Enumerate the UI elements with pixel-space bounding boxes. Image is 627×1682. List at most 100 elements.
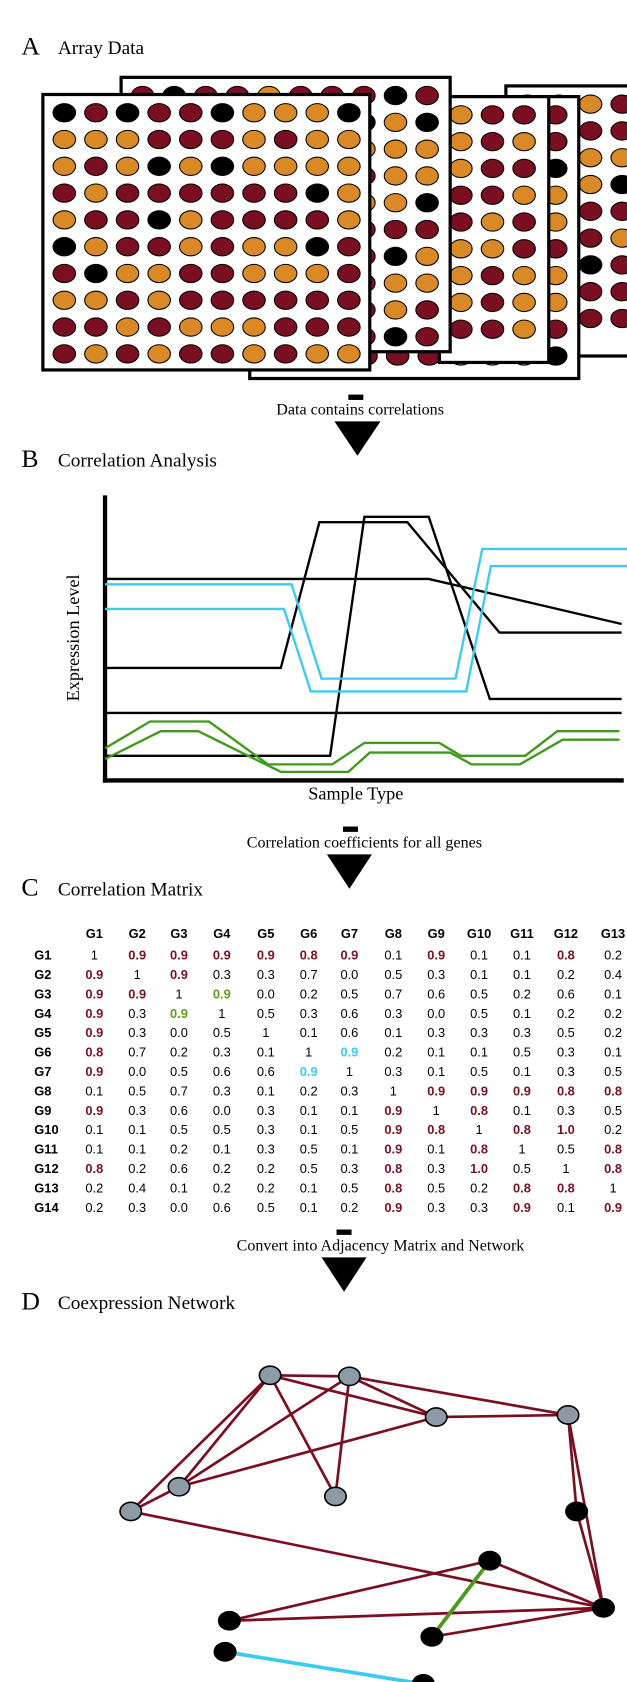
array-spot xyxy=(306,238,329,256)
row-header: G4 xyxy=(34,1006,52,1021)
matrix-cell: 0.8 xyxy=(85,1161,103,1176)
panel-letter: C xyxy=(21,873,38,902)
array-spot xyxy=(450,320,473,338)
matrix-cell: 0.9 xyxy=(384,1122,402,1137)
array-spot xyxy=(274,157,297,175)
network-node xyxy=(259,1366,280,1384)
matrix-cell: 0.5 xyxy=(384,967,402,982)
array-spot xyxy=(148,318,171,336)
coexpression-network xyxy=(120,1366,614,1682)
array-spot xyxy=(274,130,297,148)
column-header: G1 xyxy=(86,926,103,941)
matrix-cell: 0.5 xyxy=(513,1045,531,1060)
network-edge xyxy=(270,1375,335,1496)
array-spot xyxy=(611,202,627,220)
matrix-cell: 0.6 xyxy=(257,1064,275,1079)
matrix-cell: 0.1 xyxy=(340,1142,358,1157)
matrix-cell: 0.1 xyxy=(128,1142,146,1157)
matrix-cell: 0.9 xyxy=(128,986,146,1001)
array-spot xyxy=(513,240,536,258)
array-spot xyxy=(481,186,504,204)
array-spot xyxy=(611,149,627,167)
matrix-cell: 0.1 xyxy=(513,967,531,982)
matrix-cell: 0.1 xyxy=(604,1045,622,1060)
matrix-cell: 0.1 xyxy=(257,1045,275,1060)
row-header: G2 xyxy=(34,967,51,982)
matrix-cell: 0.1 xyxy=(257,1083,275,1098)
matrix-cell: 0.1 xyxy=(384,948,402,963)
matrix-cell: 0.4 xyxy=(604,967,622,982)
matrix-cell: 0.9 xyxy=(300,1064,318,1079)
matrix-cell: 1 xyxy=(562,1161,569,1176)
array-spot xyxy=(211,238,234,256)
column-header: G10 xyxy=(467,926,491,941)
matrix-cell: 0.8 xyxy=(604,1142,622,1157)
matrix-cell: 0.9 xyxy=(85,1006,103,1021)
array-spot xyxy=(450,240,473,258)
array-spot xyxy=(611,229,627,247)
array-spot xyxy=(243,291,266,309)
array-spot xyxy=(180,291,203,309)
arrow-head xyxy=(327,854,372,888)
matrix-cell: 0.6 xyxy=(340,1006,358,1021)
array-spot xyxy=(611,95,627,113)
matrix-cell: 0.2 xyxy=(470,1180,488,1195)
column-header: G6 xyxy=(300,926,317,941)
matrix-cell: 0.5 xyxy=(213,1122,231,1137)
array-spot xyxy=(481,133,504,151)
matrix-cell: 0.8 xyxy=(557,1083,575,1098)
matrix-cell: 0.5 xyxy=(170,1064,188,1079)
matrix-cell: 1 xyxy=(134,967,141,982)
array-spot xyxy=(579,229,602,247)
array-spot xyxy=(148,211,171,229)
array-spot xyxy=(306,345,329,363)
array-spot xyxy=(211,264,234,282)
matrix-cell: 0.5 xyxy=(604,1064,622,1079)
matrix-cell: 0.3 xyxy=(384,1064,402,1079)
matrix-cell: 1 xyxy=(433,1103,440,1118)
network-node xyxy=(339,1367,360,1385)
array-spot xyxy=(180,157,203,175)
array-spot xyxy=(243,184,266,202)
network-edge xyxy=(179,1376,349,1486)
matrix-cell: 0.8 xyxy=(604,1161,622,1176)
matrix-cell: 0.9 xyxy=(213,948,231,963)
array-spot xyxy=(53,130,76,148)
array-spot xyxy=(513,159,536,177)
array-spot xyxy=(53,104,76,122)
array-spot xyxy=(306,184,329,202)
matrix-cell: 0.5 xyxy=(340,1122,358,1137)
array-spot xyxy=(338,211,361,229)
row-header: G12 xyxy=(34,1161,58,1176)
row-header: G14 xyxy=(34,1200,59,1215)
matrix-cell: 0.3 xyxy=(128,1200,146,1215)
matrix-cell: 0.3 xyxy=(257,967,275,982)
arrow-head xyxy=(334,421,380,455)
array-spot xyxy=(243,157,266,175)
matrix-cell: 0.1 xyxy=(470,948,488,963)
matrix-cell: 0.6 xyxy=(340,1025,358,1040)
network-edge xyxy=(270,1375,349,1376)
network-edge xyxy=(179,1375,270,1486)
matrix-cell: 0.3 xyxy=(213,1045,231,1060)
matrix-cell: 0.2 xyxy=(300,1083,318,1098)
matrix-cell: 0.3 xyxy=(470,1200,488,1215)
row-header: G9 xyxy=(34,1103,51,1118)
network-node xyxy=(219,1612,240,1630)
expression-line xyxy=(105,579,622,624)
array-spot xyxy=(243,318,266,336)
row-header: G7 xyxy=(34,1064,51,1079)
array-spot xyxy=(85,264,108,282)
array-spot xyxy=(384,113,407,131)
array-spot xyxy=(306,104,329,122)
row-header: G1 xyxy=(34,948,51,963)
matrix-cell: 0.9 xyxy=(513,1083,531,1098)
array-spot xyxy=(85,130,108,148)
array-spot xyxy=(243,238,266,256)
array-spot xyxy=(116,104,139,122)
array-spot xyxy=(384,274,407,292)
matrix-cell: 0.2 xyxy=(557,967,575,982)
array-spot xyxy=(180,345,203,363)
page: { "panels": [ {"letter": "A", "title": "… xyxy=(0,0,627,1682)
array-spot xyxy=(611,122,627,140)
